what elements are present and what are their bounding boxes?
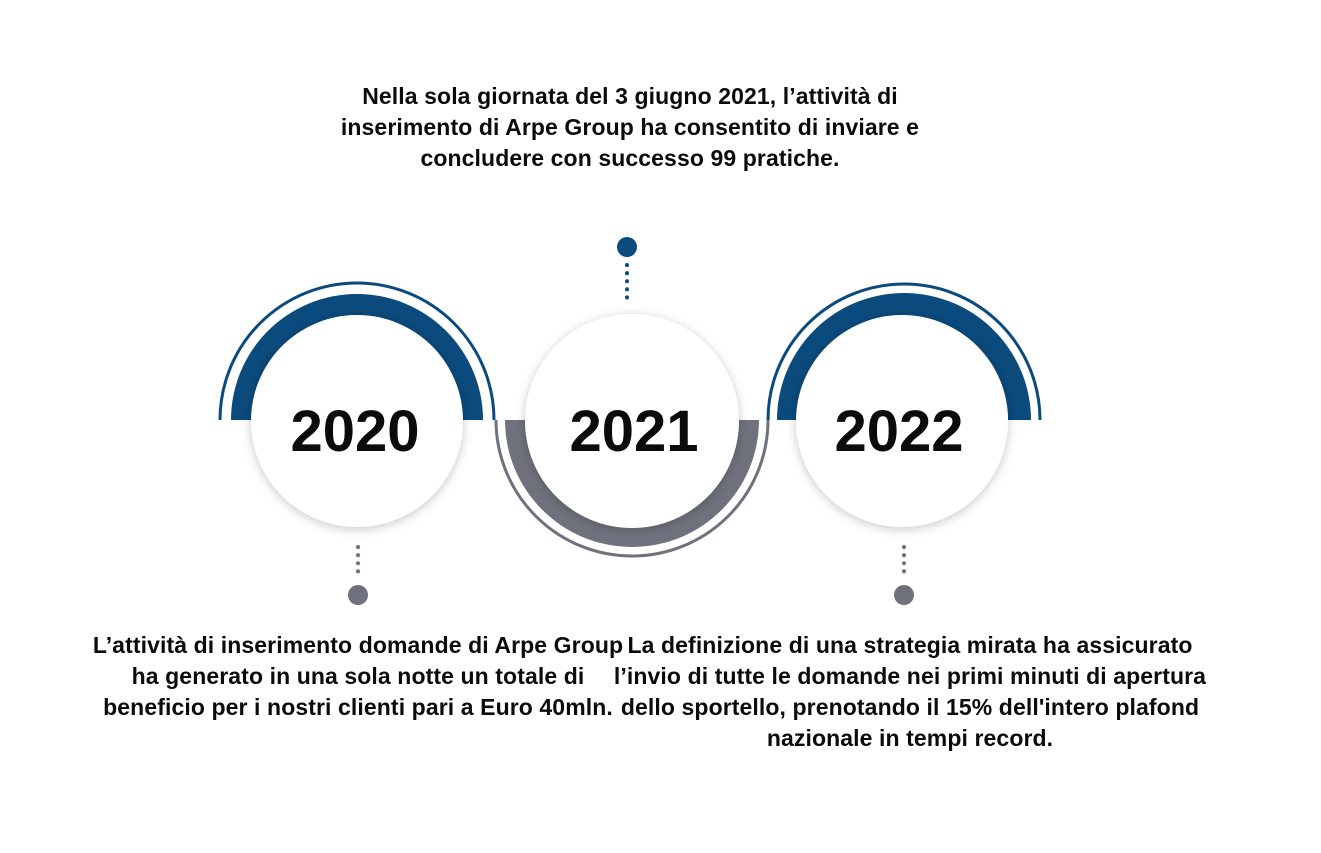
timeline-node-2022: 2022 <box>766 282 1042 527</box>
thick-arc-2020 <box>231 294 483 420</box>
description-2022: La definizione di una strategia mirata h… <box>613 632 1207 751</box>
connector-dot-2021 <box>617 237 637 257</box>
year-circle-2022 <box>796 315 1008 527</box>
timeline-node-2020: 2020 <box>218 281 496 527</box>
connector-2021 <box>617 237 637 300</box>
timeline-node-2021: 2021 <box>494 314 770 558</box>
description-2021: Nella sola giornata del 3 giugno 2021, l… <box>340 83 920 171</box>
thick-arc-2022 <box>777 293 1031 420</box>
outer-ring-arc-2020 <box>218 281 496 421</box>
year-circle-2021 <box>525 314 739 528</box>
outer-ring-arc-2022 <box>766 282 1042 421</box>
year-label-2021: 2021 <box>569 399 698 464</box>
connector-dot-2022 <box>894 585 914 605</box>
description-2020: L’attività di inserimento domande di Arp… <box>92 632 624 720</box>
outer-ring-arc-2021 <box>494 419 770 558</box>
year-label-2020: 2020 <box>290 399 419 464</box>
connector-dot-2020 <box>348 585 368 605</box>
connector-2020 <box>348 545 368 605</box>
year-label-2022: 2022 <box>834 399 963 464</box>
thick-arc-2021 <box>505 420 759 547</box>
connector-2022 <box>894 545 914 605</box>
year-circle-2020 <box>251 315 463 527</box>
